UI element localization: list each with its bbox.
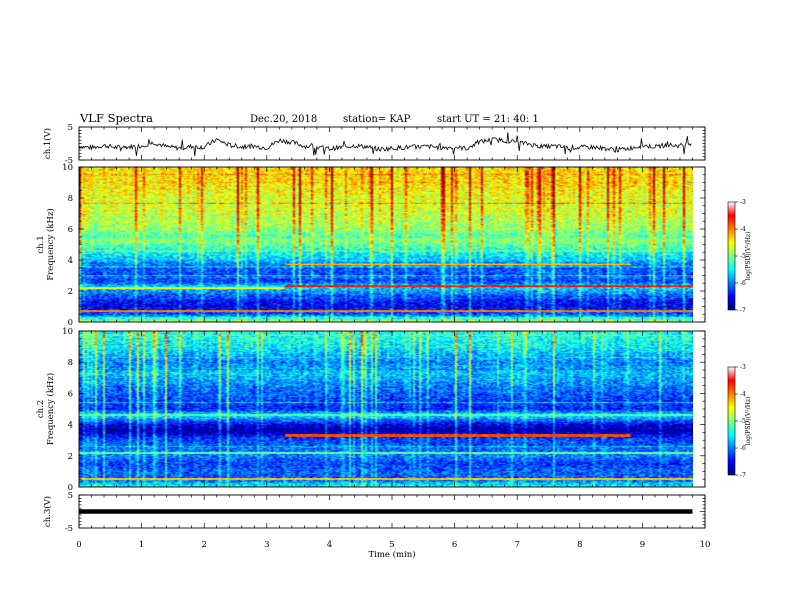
- ch2-colorbar-label: log(PSD)(V²/Hz): [745, 397, 752, 446]
- y-tick-label: 4: [68, 421, 73, 431]
- colorbar-tick-label: -4: [740, 226, 746, 233]
- ch1-spectrogram-ylabel: Frequency (kHz): [45, 208, 56, 280]
- y-tick-label: 4: [68, 256, 73, 266]
- ch1-spectrogram-axes: 0 2 4 6 8 10: [62, 163, 706, 328]
- time-axis-tick-labels: 0 1 2 3 4 5 6 7 8 9 10: [76, 540, 710, 550]
- figure-title: VLF Spectra: [79, 111, 153, 125]
- y-tick-label: -5: [65, 156, 73, 166]
- ch1-signal-trace: [79, 132, 692, 157]
- ch1-waveform-plot: [79, 132, 692, 157]
- time-axis-label: Time (min): [368, 549, 415, 560]
- ch1-colorbar: -3 -4 -5 -6 -7 log(PSD)(V²/Hz): [727, 199, 752, 314]
- y-tick-label: 5: [68, 123, 73, 133]
- ch3-waveform-axes: 5 -5: [65, 491, 706, 534]
- ch1-colorbar-ticks: -3 -4 -5 -6 -7: [735, 199, 746, 314]
- ch2-spectrogram-channel-label: ch.2: [36, 400, 46, 418]
- y-tick-label: 0: [68, 483, 73, 493]
- time-tick-label: 1: [139, 540, 144, 550]
- y-tick-label: 6: [68, 389, 73, 399]
- colorbar-tick-label: -5: [740, 253, 746, 260]
- ch2-spectrogram-panel: 0 2 4 6 8 10 ch.2 Frequency (kHz) -3 -4 -5 -6 -7 …: [36, 327, 752, 493]
- ch2-colorbar-ticks: -3 -4 -5 -6 -7: [735, 364, 746, 479]
- y-tick-label: 8: [68, 358, 73, 368]
- colorbar-tick-label: -3: [740, 364, 746, 371]
- observation-date: Dec.20, 2018: [250, 114, 317, 125]
- time-tick-label: 7: [514, 540, 519, 550]
- ch1-spectrogram-image: [79, 167, 693, 322]
- colorbar-tick-label: -7: [740, 472, 746, 479]
- time-tick-label: 0: [76, 540, 81, 550]
- y-tick-label: 6: [68, 225, 73, 235]
- ch1-spectrogram-channel-label: ch.1: [36, 235, 46, 253]
- ch2-spectrogram-image: [79, 331, 693, 487]
- colorbar-tick-label: -6: [740, 445, 746, 452]
- y-tick-label: 8: [68, 194, 73, 204]
- y-tick-label: 10: [62, 327, 73, 337]
- ch1-spectrogram-panel: 0 2 4 6 8 10 ch.1 Frequency (kHz) -3 -4 -5 -6 -7 …: [36, 163, 752, 328]
- ch3-waveform-panel: 5 -5 ch.3(V) 0 1 2 3 4 5 6 7 8 9 10 Time (min): [42, 491, 710, 560]
- y-tick-label: -5: [65, 524, 73, 534]
- time-tick-label: 9: [640, 540, 645, 550]
- y-tick-label: 5: [68, 491, 73, 501]
- time-tick-label: 2: [201, 540, 206, 550]
- colorbar-tick-label: -5: [740, 418, 746, 425]
- time-tick-label: 3: [264, 540, 269, 550]
- time-tick-label: 8: [577, 540, 582, 550]
- time-tick-label: 4: [327, 540, 332, 550]
- colorbar-tick-label: -7: [740, 307, 746, 314]
- y-tick-label: 2: [68, 287, 73, 297]
- colorbar-tick-label: -3: [740, 199, 746, 206]
- ch1-waveform-axes: 5 -5: [65, 123, 706, 166]
- ch1-waveform-panel: 5 -5 ch.1(V): [42, 123, 706, 166]
- y-tick-label: 0: [68, 318, 73, 328]
- time-tick-label: 6: [452, 540, 457, 550]
- ch1-waveform-ylabel: ch.1(V): [42, 128, 53, 159]
- station-label: station= KAP: [343, 114, 411, 125]
- colorbar-tick-label: -6: [740, 280, 746, 287]
- ch2-colorbar: -3 -4 -5 -6 -7 log(PSD)(V²/Hz): [727, 364, 752, 479]
- y-tick-label: 2: [68, 452, 73, 462]
- y-tick-label: 10: [62, 163, 73, 173]
- time-tick-label: 10: [700, 540, 711, 550]
- start-time-label: start UT = 21: 40: 1: [437, 114, 539, 125]
- ch1-colorbar-label: log(PSD)(V²/Hz): [745, 232, 752, 281]
- colorbar-tick-label: -4: [740, 391, 746, 398]
- ch3-waveform-ylabel: ch.3(V): [42, 496, 53, 527]
- time-tick-label: 5: [389, 540, 394, 550]
- ch2-spectrogram-axes: 0 2 4 6 8 10: [62, 327, 706, 493]
- ch2-spectrogram-ylabel: Frequency (kHz): [45, 373, 56, 445]
